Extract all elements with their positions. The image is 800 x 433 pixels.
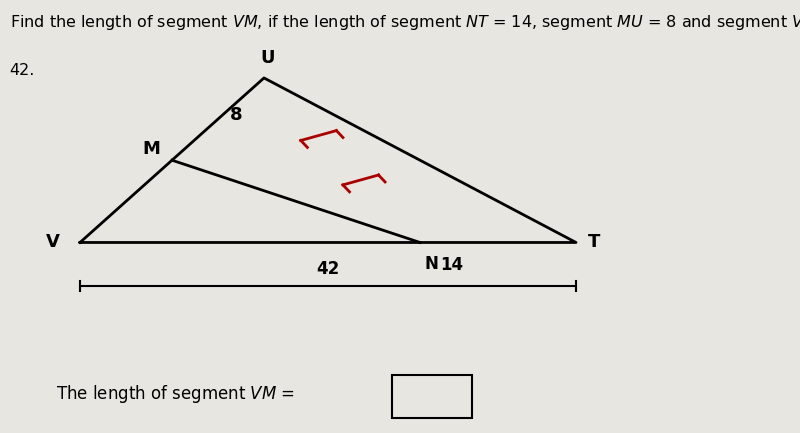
Text: 42.: 42.: [10, 63, 35, 78]
Text: N: N: [424, 255, 438, 274]
Text: The length of segment $VM$ =: The length of segment $VM$ =: [56, 383, 295, 405]
Text: U: U: [261, 49, 275, 67]
Text: Find the length of segment $VM$, if the length of segment $NT$ = 14, segment $MU: Find the length of segment $VM$, if the …: [10, 13, 800, 32]
Text: 8: 8: [230, 106, 242, 124]
Text: V: V: [46, 233, 60, 252]
FancyBboxPatch shape: [392, 375, 472, 418]
Text: 14: 14: [440, 256, 463, 275]
Text: M: M: [142, 140, 160, 158]
Text: T: T: [588, 233, 600, 252]
Text: 42: 42: [316, 260, 340, 278]
